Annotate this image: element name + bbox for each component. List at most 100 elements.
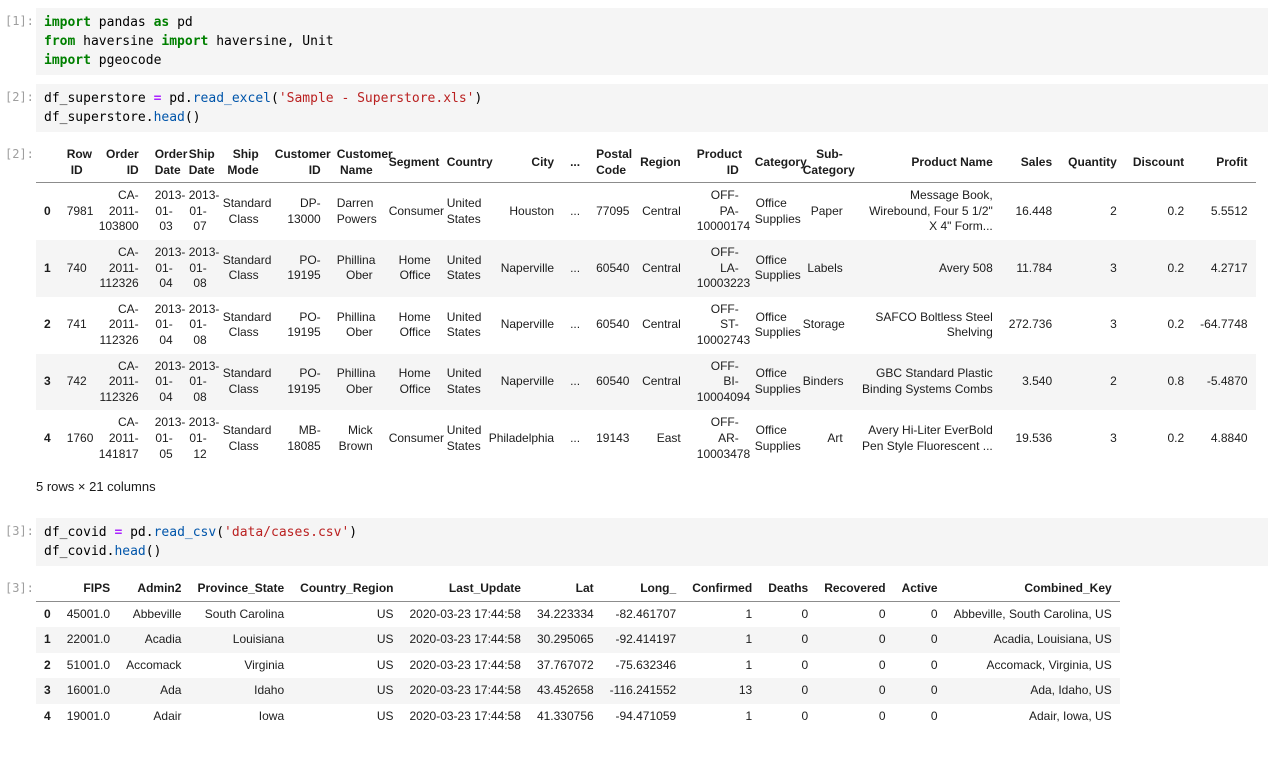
table-cell: Home Office (398, 309, 431, 340)
table-cell: 60540 (596, 374, 630, 389)
table-row: 1 22001.0 Acadia Louisiana US 2020-03-23 17:4… (36, 627, 1120, 653)
table-cell: OFF-AR-10003478 (696, 415, 751, 461)
table-cell: 742 (66, 374, 87, 389)
table-cell: Mick Brown (338, 423, 373, 453)
input-prompt-1: [1]: (5, 14, 34, 28)
table-cell: 2013-01-07 (188, 188, 220, 234)
row-index: 2 (44, 317, 51, 332)
table-cell: ... (570, 430, 581, 445)
code-line: df_covid.head() (44, 544, 162, 560)
code-line: df_covid = pd.read_csv('data/cases.csv') (44, 525, 358, 541)
table-cell: Message Book, Wirebound, Four 5 1/2" X 4… (869, 188, 993, 234)
table-cell: ... (570, 374, 581, 389)
output-cell-3: [3]: FIPS Admin2 Province_State Country_Reg… (0, 575, 1268, 730)
table-cell: 2013-01-12 (188, 415, 220, 461)
table-cell: CA-2011-112326 (99, 301, 139, 347)
column-header: Last_Update (401, 577, 529, 602)
table-cell: 741 (66, 317, 87, 332)
table-cell: 22001.0 (66, 632, 111, 647)
table-cell: 19143 (596, 430, 630, 445)
table-cell: Adair (153, 709, 182, 724)
table-cell: 0 (801, 709, 809, 724)
column-header: Product Name (850, 143, 1001, 184)
table-cell: 0 (930, 657, 938, 672)
table-cell: Storage (802, 317, 845, 332)
table-cell: Labels (807, 260, 843, 275)
table-cell: 4.2717 (1210, 260, 1248, 275)
row-index: 4 (44, 709, 51, 724)
table-cell: Louisiana (232, 632, 285, 647)
table-cell: 2013-01-08 (188, 301, 220, 347)
table-cell: 3 (1110, 430, 1117, 445)
table-cell: 0 (878, 709, 886, 724)
code-line: df_superstore.head() (44, 110, 201, 125)
table-cell: 2 (1110, 374, 1117, 389)
column-header: Active (893, 577, 946, 602)
table-cell: 2013-01-04 (154, 301, 186, 347)
table-cell: 16.448 (1015, 203, 1053, 218)
table-cell: South Carolina (204, 606, 285, 621)
column-header: Order ID (90, 143, 147, 184)
table-cell: 0.2 (1167, 430, 1185, 445)
table-cell: Idaho (254, 683, 285, 698)
column-header: Sales (1000, 143, 1061, 184)
table-cell: 30.295065 (536, 632, 594, 647)
table-cell: Paper (810, 203, 843, 218)
table-cell: OFF-BI-10004094 (696, 358, 751, 404)
table-cell: 60540 (596, 317, 630, 332)
table-cell: Accomack (126, 657, 182, 672)
table-cell: 0 (930, 683, 938, 698)
table-cell: DP-13000 (287, 195, 321, 226)
table-cell: Central (642, 317, 681, 332)
table-cell: 0 (930, 606, 938, 621)
table-cell: 43.452658 (536, 683, 594, 698)
table-cell: Abbeville, South Carolina, US (953, 606, 1112, 621)
table-cell: 1760 (66, 430, 94, 445)
table-cell: US (376, 606, 394, 621)
table-cell: 0.2 (1167, 203, 1185, 218)
column-header: Product ID (688, 143, 747, 184)
table-cell: United States (446, 195, 482, 226)
table-cell: OFF-PA-10000174 (696, 188, 751, 234)
column-header: ... (562, 143, 589, 184)
table-row: 3 742 CA-2011-112326 2013-01-04 2013-01-08 St… (36, 353, 1256, 411)
row-index: 2 (44, 657, 51, 672)
superstore-dataframe-table: Row ID Order ID Order Date Ship Date Ship Mo… (36, 143, 1256, 467)
table-cell: Standard Class (222, 423, 272, 453)
table-cell: Standard Class (222, 195, 272, 226)
code-cell-3: [3]: df_covid = pd.read_csv('data/cases.… (0, 518, 1268, 567)
table-cell: 5.5512 (1210, 203, 1248, 218)
output-area-2: Row ID Order ID Order Date Ship Date Ship Mo… (36, 141, 1268, 496)
table-cell: 0 (878, 632, 886, 647)
code-line: import pandas as pd (44, 15, 193, 30)
column-header: Confirmed (684, 577, 761, 602)
table-cell: -5.4870 (1206, 374, 1248, 389)
code-editor-1[interactable]: import pandas as pd from haversine import… (36, 8, 1268, 75)
table-cell: 1 (745, 709, 753, 724)
table-cell: US (376, 632, 394, 647)
table-cell: US (376, 657, 394, 672)
table-cell: Consumer (388, 430, 445, 445)
table-cell: 2020-03-23 17:44:58 (409, 632, 521, 647)
table-cell: 0.8 (1167, 374, 1185, 389)
table-cell: Office Supplies (754, 252, 801, 283)
column-header: Deaths (760, 577, 817, 602)
table-cell: 0 (878, 683, 886, 698)
table-cell: Standard Class (222, 252, 272, 283)
table-cell: 2013-01-03 (154, 188, 186, 234)
table-row: 4 19001.0 Adair Iowa US 2020-03-23 17:44:58 41… (36, 704, 1120, 730)
table-cell: 0 (801, 683, 809, 698)
table-cell: East (656, 430, 681, 445)
table-cell: 16001.0 (66, 683, 111, 698)
column-header: Combined_Key (945, 577, 1120, 602)
code-editor-2[interactable]: df_superstore = pd.read_excel('Sample - … (36, 84, 1268, 132)
table-cell: 3 (1110, 260, 1117, 275)
code-editor-3[interactable]: df_covid = pd.read_csv('data/cases.csv')… (36, 518, 1268, 567)
table-cell: 3 (1110, 317, 1117, 332)
table-cell: Avery 508 (938, 260, 993, 275)
table-cell: Standard Class (222, 309, 272, 340)
table-cell: Accomack, Virginia, US (986, 657, 1112, 672)
row-index: 0 (44, 606, 51, 621)
input-prompt-3: [3]: (5, 524, 34, 539)
